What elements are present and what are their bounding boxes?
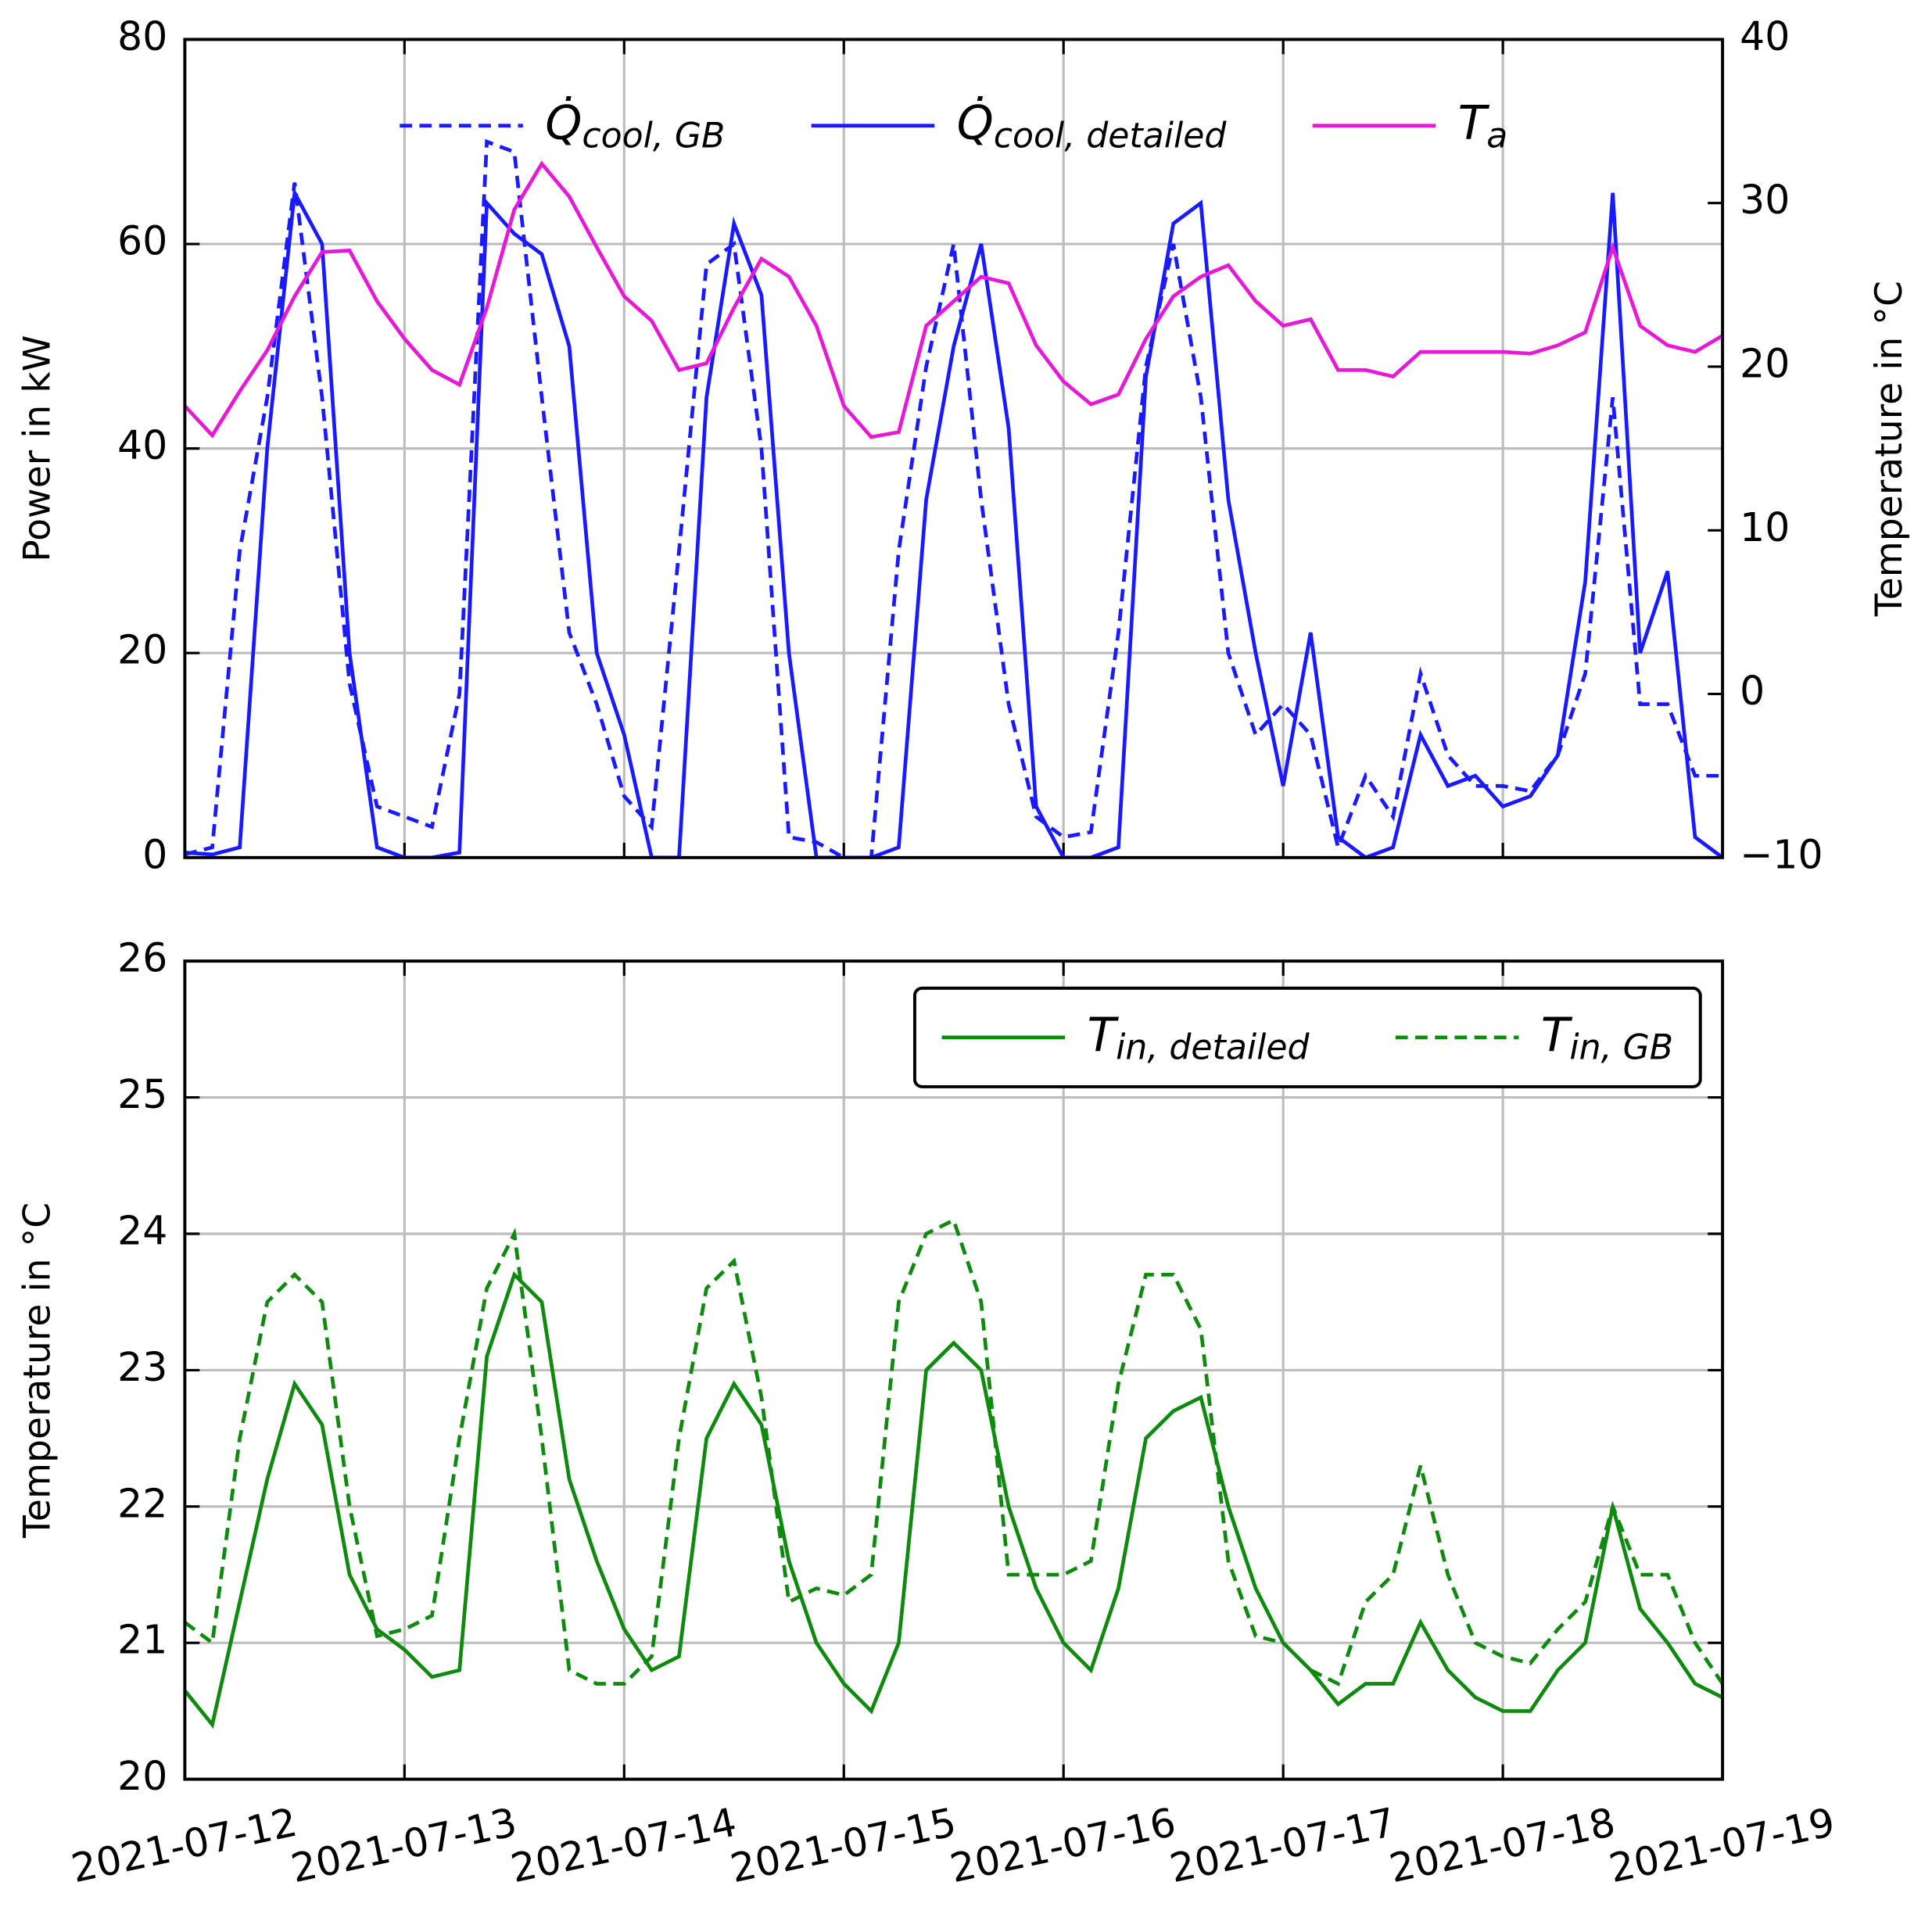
y-tick-label: 40 bbox=[117, 422, 167, 468]
legend-item: Ta bbox=[1312, 95, 1508, 156]
plot-frame bbox=[183, 959, 1725, 1781]
y-tick-label: 26 bbox=[117, 935, 167, 981]
y2-tick-label: 0 bbox=[1740, 668, 1765, 714]
y-tick-label: 20 bbox=[117, 1753, 167, 1799]
legend-label: Tin, detailed bbox=[1088, 1007, 1310, 1067]
series-line bbox=[185, 1271, 1723, 1729]
legend-label: Q̇cool, GB bbox=[545, 95, 725, 156]
legend-label: Tin, GB bbox=[1541, 1007, 1673, 1067]
x-tick-label: 2021-07-16 bbox=[946, 1799, 1180, 1892]
legend-label: Q̇cool, detailed bbox=[957, 95, 1228, 156]
series-line bbox=[185, 186, 1723, 858]
y2-tick-label: 10 bbox=[1740, 504, 1790, 550]
x-tick-label: 2021-07-14 bbox=[507, 1799, 740, 1892]
y-tick-label: 0 bbox=[142, 831, 167, 877]
legend-label: Ta bbox=[1458, 95, 1508, 156]
y-axis-label: Power in kW bbox=[16, 335, 59, 562]
y2-tick-label: 20 bbox=[1740, 340, 1790, 386]
y-tick-label: 20 bbox=[117, 627, 167, 673]
y2-tick-label: −10 bbox=[1740, 831, 1823, 877]
y-tick-label: 80 bbox=[117, 13, 167, 59]
x-tick-label: 2021-07-19 bbox=[1605, 1799, 1839, 1892]
legend-item: Tin, detailed bbox=[941, 1007, 1310, 1068]
x-tick-label: 2021-07-18 bbox=[1385, 1799, 1619, 1892]
legend: Tin, detailed Tin, GB bbox=[912, 986, 1702, 1088]
plot-frame bbox=[183, 38, 1725, 859]
y-tick-label: 23 bbox=[117, 1344, 167, 1390]
panel: 0 20 40 60 80 −10 0 10 20 30 40 Power in kW Temperat… bbox=[16, 13, 1911, 877]
y2-axis-label: Temperature in °C bbox=[1868, 281, 1911, 617]
series-line bbox=[185, 138, 1723, 858]
series-line bbox=[185, 160, 1723, 439]
legend-item: Tin, GB bbox=[1395, 1007, 1673, 1068]
x-tick-label: 2021-07-15 bbox=[726, 1799, 960, 1892]
legend-frame bbox=[912, 986, 1702, 1088]
y-tick-label: 60 bbox=[117, 218, 167, 264]
x-tick-label: 2021-07-13 bbox=[287, 1799, 521, 1892]
x-tick-label: 2021-07-17 bbox=[1166, 1799, 1400, 1892]
y2-tick-label: 40 bbox=[1740, 13, 1790, 59]
y2-tick-label: 30 bbox=[1740, 177, 1790, 223]
x-tick-label: 2021-07-12 bbox=[67, 1799, 301, 1892]
panel: 2021-07-122021-07-132021-07-142021-07-15… bbox=[16, 935, 1838, 1892]
legend: Q̇cool, GB Q̇cool, detailed Ta bbox=[400, 95, 1507, 156]
y-tick-label: 21 bbox=[117, 1617, 167, 1663]
y-tick-label: 24 bbox=[117, 1207, 167, 1253]
y-tick-label: 25 bbox=[117, 1071, 167, 1117]
y-tick-label: 22 bbox=[117, 1480, 167, 1526]
series-line bbox=[185, 1217, 1723, 1686]
y-axis-label: Temperature in °C bbox=[16, 1203, 59, 1539]
legend-item: Q̇cool, detailed bbox=[811, 95, 1228, 156]
legend-item: Q̇cool, GB bbox=[400, 95, 725, 156]
